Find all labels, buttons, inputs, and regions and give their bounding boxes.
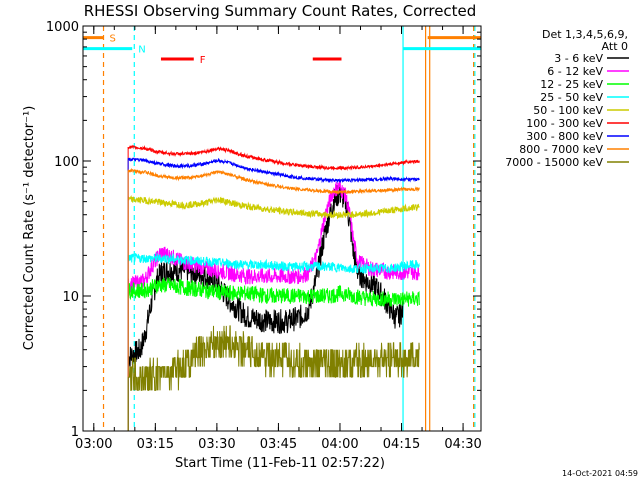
legend-entry-4: 50 - 100 keV: [533, 104, 603, 117]
flag-label-N: N: [138, 45, 145, 56]
y-tick-label-0: 1: [71, 425, 79, 440]
y-tick-label-3: 1000: [46, 20, 79, 35]
series-line-4: [127, 194, 420, 220]
plot-frame: [82, 25, 482, 432]
series-line-5: [127, 144, 420, 172]
axes: 03:00 03:15 03:30 03:45 04:00 04:15 04:30 1 10 10…: [46, 20, 482, 452]
chart-title: RHESSI Observing Summary Count Rates, Co…: [84, 2, 477, 20]
legend-entry-8: 7000 - 15000 keV: [505, 156, 603, 169]
y-tick-label-1: 10: [62, 290, 79, 305]
x-tick-label-3: 03:45: [260, 437, 297, 452]
x-tick-label-4: 04:00: [321, 437, 358, 452]
x-tick-label-6: 04:30: [444, 437, 481, 452]
legend-header-1: Att 0: [602, 40, 628, 53]
plot-area: S N F: [83, 26, 481, 431]
x-tick-label-5: 04:15: [383, 437, 420, 452]
flag-label-S: S: [110, 34, 116, 45]
series-line-3: [127, 251, 420, 275]
y-axis-label: Corrected Count Rate (s⁻¹ detector⁻¹): [22, 106, 37, 351]
legend-entry-3: 25 - 50 keV: [540, 91, 603, 104]
legend-entry-1: 6 - 12 keV: [547, 65, 603, 78]
series-line-2: [127, 277, 420, 307]
legend-entry-7: 800 - 7000 keV: [519, 143, 603, 156]
series-line-7: [127, 167, 420, 195]
x-axis-label: Start Time (11-Feb-11 02:57:22): [175, 456, 385, 471]
series-line-6: [127, 157, 420, 184]
footer-date: 14-Oct-2021 04:59: [562, 469, 638, 478]
x-tick-label-0: 03:00: [75, 437, 112, 452]
legend-entry-6: 300 - 800 keV: [526, 130, 603, 143]
legend-entry-0: 3 - 6 keV: [554, 52, 603, 65]
legend-entry-5: 100 - 300 keV: [526, 117, 603, 130]
series-line-8: [128, 325, 420, 391]
flag-label-F: F: [200, 55, 206, 66]
x-tick-label-2: 03:30: [198, 437, 235, 452]
legend-header-0: Det 1,3,4,5,6,9,: [542, 28, 628, 41]
x-tick-label-1: 03:15: [137, 437, 174, 452]
legend-entry-2: 12 - 25 keV: [540, 78, 603, 91]
y-tick-label-2: 100: [54, 155, 79, 170]
